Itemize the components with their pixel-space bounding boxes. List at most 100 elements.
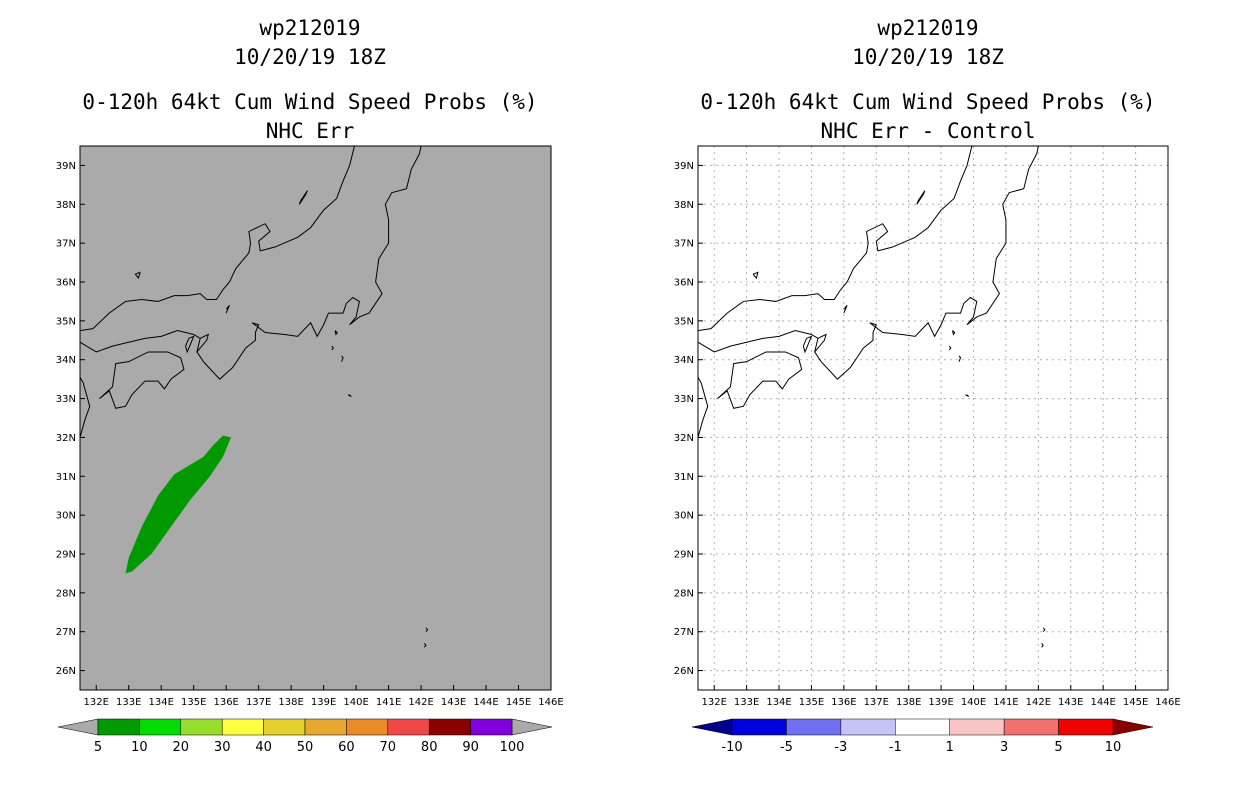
right-lat-label-28N: 28N [674, 588, 694, 599]
left-coast-segment-4 [298, 190, 308, 205]
right-gridlines [698, 146, 1168, 690]
right-coast-segment-11 [1042, 627, 1046, 633]
right-colorbar-swatch-2 [840, 718, 896, 736]
right-lon-label-140E: 140E [961, 697, 986, 708]
right-lon-label-135E: 135E [799, 697, 824, 708]
right-coast-segment-8 [948, 345, 952, 351]
left-lat-label-35N: 35N [56, 316, 76, 327]
right-lon-label-142E: 142E [1026, 697, 1051, 708]
left-lon-label-133E: 133E [116, 697, 141, 708]
left-colorbar-swatch-8 [428, 718, 471, 736]
left-colorbar-label-90: 90 [462, 740, 479, 755]
left-map-background [80, 146, 551, 690]
right-colorbar-label-3: 3 [1000, 740, 1008, 755]
right-lat-label-37N: 37N [674, 239, 694, 250]
left-coastline [80, 146, 429, 648]
right-colorbar-end-low [691, 718, 733, 736]
right-colorbar-swatch-6 [1058, 718, 1114, 736]
left-lat-label-37N: 37N [56, 239, 76, 250]
right-lon-label-132E: 132E [702, 697, 727, 708]
left-coast-segment-3 [80, 146, 355, 332]
left-lat-label-26N: 26N [56, 666, 76, 677]
left-coast-segment-2 [80, 146, 422, 380]
left-coast-segment-11 [425, 627, 429, 633]
left-colorbar-label-60: 60 [338, 740, 355, 755]
right-lon-label-134E: 134E [766, 697, 791, 708]
left-coast-segment-10 [347, 394, 352, 398]
right-title-variant: NHC Err - Control [820, 119, 1036, 143]
right-lon-label-141E: 141E [993, 697, 1018, 708]
right-map-panel: 132E 133E 134E 135E 136E 137E 138E 139E 140E 141E… [674, 145, 1181, 708]
right-lat-label-32N: 32N [674, 433, 694, 444]
right-colorbar-label--10: -10 [721, 740, 742, 755]
left-coast-segment-12 [423, 643, 427, 648]
right-colorbar-label--5: -5 [780, 740, 793, 755]
right-lon-label-145E: 145E [1123, 697, 1148, 708]
right-lon-label-139E: 139E [928, 697, 953, 708]
right-map-background [698, 146, 1168, 690]
left-colorbar-swatch-2 [180, 718, 223, 736]
left-lat-label-27N: 27N [56, 627, 76, 638]
right-lat-label-33N: 33N [674, 394, 694, 405]
right-colorbar-swatch-0 [731, 718, 787, 736]
right-lat-label-29N: 29N [674, 550, 694, 561]
right-coast-segment-3 [698, 146, 973, 332]
left-coast-segment-9 [341, 355, 344, 362]
right-colorbar-swatch-5 [1003, 718, 1059, 736]
left-lat-label-38N: 38N [56, 200, 76, 211]
right-lon-label-137E: 137E [864, 697, 889, 708]
left-lon-label-134E: 134E [149, 697, 174, 708]
right-colorbar-swatch-1 [786, 718, 842, 736]
left-title-storm-id: wp212019 [259, 16, 361, 40]
right-title-product: 0-120h 64kt Cum Wind Speed Probs (%) [700, 90, 1156, 114]
right-colorbar: -10 -5 -3 -1 1 3 5 10 [691, 718, 1154, 755]
right-coast-segment-9 [958, 355, 962, 362]
left-lon-label-140E: 140E [343, 697, 368, 708]
left-lat-label-32N: 32N [56, 433, 76, 444]
right-colorbar-label-10: 10 [1105, 740, 1122, 755]
left-lon-label-145E: 145E [506, 697, 531, 708]
right-lon-label-133E: 133E [734, 697, 759, 708]
right-lon-label-144E: 144E [1090, 697, 1115, 708]
right-title-datetime: 10/20/19 18Z [852, 45, 1004, 69]
left-coast-segment-13 [196, 333, 210, 353]
right-colorbar-label--1: -1 [889, 740, 902, 755]
left-lon-ticks: 132E 133E 134E 135E 136E 137E 138E 139E 140E 141E… [84, 685, 564, 708]
right-colorbar-swatch-4 [949, 718, 1005, 736]
left-lat-label-34N: 34N [56, 355, 76, 366]
left-lat-label-31N: 31N [56, 472, 76, 483]
left-lon-label-132E: 132E [84, 697, 109, 708]
left-colorbar-swatch-3 [221, 718, 264, 736]
left-colorbar-label-5: 5 [94, 740, 102, 755]
right-lat-label-31N: 31N [674, 472, 694, 483]
right-coastline [698, 146, 1046, 648]
left-title-variant: NHC Err [265, 119, 355, 143]
left-colorbar-label-40: 40 [255, 740, 272, 755]
left-colorbar-swatch-5 [304, 718, 347, 736]
right-colorbar-label--3: -3 [834, 740, 847, 755]
right-lat-label-34N: 34N [674, 355, 694, 366]
left-map-panel: 132E 133E 134E 135E 136E 137E 138E 139E 140E 141E… [56, 145, 564, 708]
left-colorbar-swatch-9 [470, 718, 513, 736]
left-colorbar-swatch-7 [387, 718, 430, 736]
left-lat-ticks: 39N 38N 37N 36N 35N 34N 33N 32N 31N 30N 29N 28N 27N 2… [56, 161, 85, 677]
left-lat-label-28N: 28N [56, 588, 76, 599]
right-coast-segment-2 [698, 146, 1039, 380]
right-coast-segment-12 [1041, 643, 1044, 648]
right-lon-label-138E: 138E [896, 697, 921, 708]
right-coast-segment-14 [843, 304, 848, 314]
left-colorbar-end-high [511, 718, 553, 736]
left-coast-segment-1 [99, 351, 185, 409]
right-colorbar-end-high [1112, 718, 1154, 736]
left-lon-label-135E: 135E [181, 697, 206, 708]
right-coast-segment-6 [802, 335, 813, 354]
left-coast-segment-7 [334, 330, 338, 336]
left-colorbar-swatch-1 [139, 718, 182, 736]
left-lon-label-138E: 138E [278, 697, 303, 708]
left-colorbar-swatch-0 [97, 718, 140, 736]
left-lat-label-30N: 30N [56, 511, 76, 522]
left-lat-label-36N: 36N [56, 278, 76, 289]
left-colorbar: 5 10 20 30 40 50 60 70 80 90 100 [57, 718, 553, 755]
left-lon-label-143E: 143E [441, 697, 466, 708]
